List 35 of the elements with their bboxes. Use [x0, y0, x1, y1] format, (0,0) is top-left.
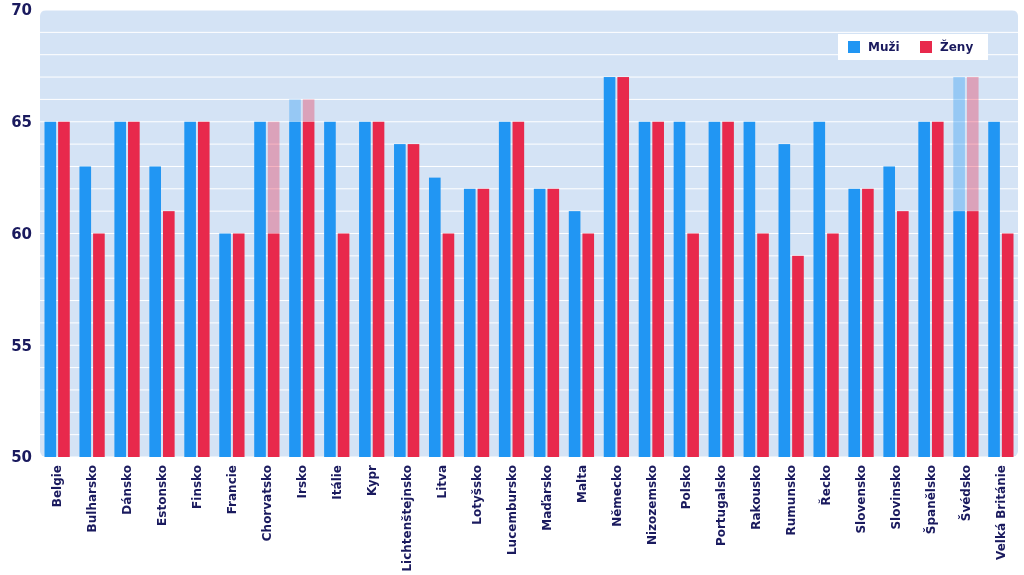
y-tick-label: 60: [11, 224, 32, 243]
x-tick-label: Švédsko: [958, 465, 974, 522]
y-tick-label: 70: [11, 1, 32, 20]
x-tick-label: Maďarsko: [539, 465, 554, 531]
x-tick-label: Nizozemsko: [644, 465, 659, 546]
x-tick-label: Estonsko: [155, 465, 170, 526]
x-tick-label: Dánsko: [120, 465, 135, 515]
y-tick-label: 65: [11, 113, 32, 131]
x-tick-label: Lotyšsko: [469, 465, 484, 525]
x-tick-label: Malta: [574, 465, 589, 503]
x-tick-label: Řecko: [818, 465, 834, 506]
x-tick-label: Velká Británie: [994, 465, 1009, 560]
x-tick-label: Polsko: [679, 465, 694, 510]
x-tick-label: Německo: [609, 465, 624, 527]
x-tick-label: Bulharsko: [85, 465, 100, 533]
x-tick-label: Rumunsko: [784, 465, 799, 536]
x-tick-label: Španělsko: [923, 465, 939, 535]
y-tick-label: 50: [11, 448, 32, 467]
legend-label: Muži: [868, 40, 900, 55]
legend-label: Ženy: [940, 39, 974, 55]
x-tick-label: Portugalsko: [714, 465, 729, 547]
x-tick-label: Litva: [434, 465, 449, 499]
x-tick-label: Rakousko: [749, 465, 764, 530]
x-tick-label: Francie: [225, 465, 240, 515]
y-tick-label: 55: [11, 336, 32, 355]
x-tick-label: Lichtenštejnsko: [399, 465, 414, 572]
x-tick-label: Kypr: [364, 464, 379, 496]
x-tick-label: Belgie: [50, 465, 65, 508]
x-tick-label: Finsko: [190, 465, 205, 509]
x-tick-label: Slovinsko: [889, 465, 904, 530]
x-tick-label: Slovensko: [854, 465, 869, 534]
x-tick-label: Lucembursko: [504, 465, 519, 556]
x-tick-label: Chorvatsko: [260, 465, 275, 542]
x-tick-label: Irsko: [295, 465, 309, 499]
x-tick-label: Itálie: [329, 465, 344, 500]
